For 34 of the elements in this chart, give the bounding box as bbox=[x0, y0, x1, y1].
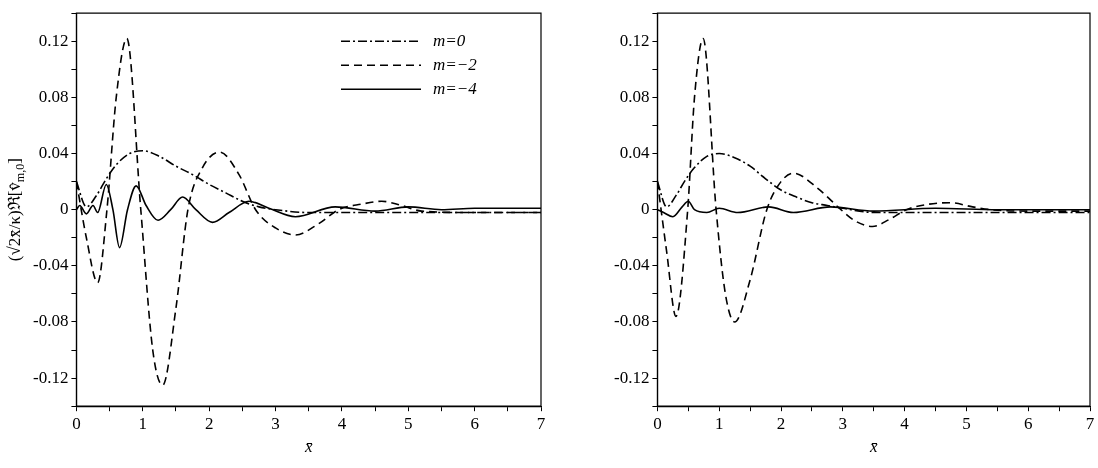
x-axis-title: x̄ bbox=[303, 437, 313, 457]
x-tick-label: 4 bbox=[337, 413, 347, 433]
y-axis-title: (√2x̄/κ)ℜ[v̂m,0] bbox=[5, 158, 28, 262]
x-tick-label: 2 bbox=[776, 413, 786, 433]
x-tick-label: 5 bbox=[404, 413, 413, 433]
legend-label: m=0 bbox=[433, 30, 466, 50]
y-tick-label: 0.08 bbox=[38, 86, 69, 106]
x-tick-label: 7 bbox=[536, 413, 546, 433]
x-tick-label: 5 bbox=[962, 413, 971, 433]
x-tick-label: 6 bbox=[470, 413, 479, 433]
x-axis-title: x̄ bbox=[868, 437, 878, 457]
x-tick-label: 7 bbox=[1085, 413, 1095, 433]
y-tick-label: 0.04 bbox=[38, 143, 69, 163]
x-tick-label: 1 bbox=[714, 413, 724, 433]
y-tick-label: 0.12 bbox=[38, 30, 69, 50]
y-tick-label: 0.08 bbox=[619, 86, 650, 106]
x-tick-label: 2 bbox=[204, 413, 214, 433]
y-tick-label: -0.12 bbox=[613, 367, 650, 387]
x-tick-label: 1 bbox=[138, 413, 148, 433]
x-tick-label: 3 bbox=[271, 413, 280, 433]
y-tick-label: 0 bbox=[640, 199, 650, 219]
legend-label: m=−2 bbox=[433, 54, 478, 74]
x-tick-label: 3 bbox=[838, 413, 848, 433]
y-tick-label: -0.08 bbox=[613, 311, 650, 331]
y-tick-label: 0 bbox=[59, 199, 69, 219]
y-tick-label: 0.04 bbox=[619, 143, 650, 163]
y-tick-label: -0.08 bbox=[32, 311, 69, 331]
x-tick-label: 4 bbox=[900, 413, 910, 433]
x-tick-label: 6 bbox=[1023, 413, 1033, 433]
legend-label: m=−4 bbox=[433, 78, 478, 98]
y-tick-label: -0.04 bbox=[613, 255, 650, 275]
y-tick-label: 0.12 bbox=[619, 30, 650, 50]
y-tick-label: -0.04 bbox=[32, 255, 69, 275]
y-tick-label: -0.12 bbox=[32, 367, 69, 387]
